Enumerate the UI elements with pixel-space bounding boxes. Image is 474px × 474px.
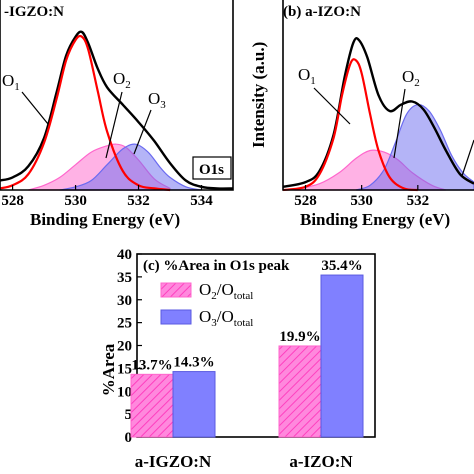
panel-c-ylabel: %Area (99, 343, 118, 396)
b-pointer-o2 (393, 88, 406, 159)
panel-a-xtick-label: 528 (1, 193, 24, 209)
panel-c-ytick-label: 15 (117, 361, 132, 377)
panel-a-label: -IGZO:N (4, 4, 64, 20)
b-label-o1: O1 (298, 65, 316, 87)
panel-a-series-3-area (59, 143, 202, 191)
panel-b-xtick-label: 530 (350, 193, 373, 209)
panel-a-axes (0, 0, 234, 191)
panel-c-ytick-label: 35 (117, 270, 132, 286)
bar-value-label: 19.9% (279, 329, 320, 345)
legend-swatch-o3 (160, 309, 192, 325)
o1s-box-label: O1s (199, 162, 224, 178)
a-pointer-o1 (21, 91, 49, 125)
b-pointer-o3 (461, 139, 474, 177)
a-pointer-o3 (133, 109, 152, 155)
panel-c: 0 5 10 15 20 25 30 35 40 13.7% 14.3% a-IGZO:N 19.9% 3… (99, 247, 376, 471)
category-label: a-IGZO:N (135, 452, 212, 471)
a-pointer-o2 (105, 91, 123, 159)
panel-c-ytick-label: 10 (117, 384, 132, 400)
panel-b-xlabel: Binding Energy (eV) (300, 210, 450, 229)
panel-a-xtick-label: 534 (190, 193, 213, 209)
panel-c-ytick-label: 30 (117, 293, 132, 309)
legend-label-o3: O3/Ototal (199, 307, 253, 329)
legend-swatch-o2 (160, 282, 192, 298)
bar-o2-izo (278, 345, 322, 438)
a-label-o3: O3 (148, 89, 166, 111)
panel-b-xtick-label: 528 (294, 193, 317, 209)
panel-a-xlabel: Binding Energy (eV) (30, 210, 180, 229)
bar-value-label: 14.3% (173, 355, 214, 371)
panel-c-legend: O2/Ototal O3/Ototal (160, 280, 253, 329)
panel-b: 528 530 532 (b) a-IZO:N Intensity (a.u.) O… (249, 0, 474, 229)
panel-b-ylabel: Intensity (a.u.) (249, 42, 268, 148)
panel-a-plot-area: 528 530 532 534 (0, 0, 234, 209)
panel-a: 528 530 532 534 -IGZO:N O1s O1 O2 O3 Bindin… (0, 0, 234, 229)
panel-c-ytick-label: 5 (125, 407, 133, 423)
bar-o2-igzo (130, 373, 174, 438)
panel-a-box-label: O1s (192, 156, 232, 180)
b-pointer-o1 (313, 87, 351, 125)
panel-c-label: (c) %Area in O1s peak (143, 258, 290, 274)
a-label-o2: O2 (113, 69, 131, 91)
panel-c-ytick-label: 0 (125, 430, 133, 446)
panel-a-xtick-label: 530 (64, 193, 87, 209)
bar-value-label: 13.7% (131, 357, 172, 373)
panel-b-xtick-label: 532 (407, 193, 430, 209)
bar-o3-izo (320, 274, 364, 438)
panel-b-axes (282, 0, 474, 191)
category-label: a-IZO:N (289, 452, 353, 471)
panel-c-ytick-label: 25 (117, 316, 132, 332)
panel-b-series-1-line (282, 58, 418, 192)
bar-value-label: 35.4% (321, 258, 362, 274)
panel-a-annotations: O1 O2 O3 (2, 69, 166, 159)
panel-a-series-1-line (0, 34, 171, 192)
panel-a-xtick-label: 532 (127, 193, 150, 209)
panel-b-label: (b) a-IZO:N (283, 4, 361, 20)
panel-a-series-0-line (0, 30, 234, 190)
b-label-o2: O2 (402, 67, 420, 89)
bar-o3-igzo (172, 371, 216, 438)
panel-c-plot-area: 0 5 10 15 20 25 30 35 40 13.7% 14.3% a-IGZO:N 19.9% 3… (117, 247, 376, 471)
panel-c-ytick-label: 40 (117, 247, 132, 263)
legend-label-o2: O2/Ototal (199, 280, 253, 302)
panel-b-plot-area: 528 530 532 (282, 0, 474, 209)
panel-c-ytick-label: 20 (117, 339, 132, 355)
a-label-o1: O1 (2, 71, 20, 93)
